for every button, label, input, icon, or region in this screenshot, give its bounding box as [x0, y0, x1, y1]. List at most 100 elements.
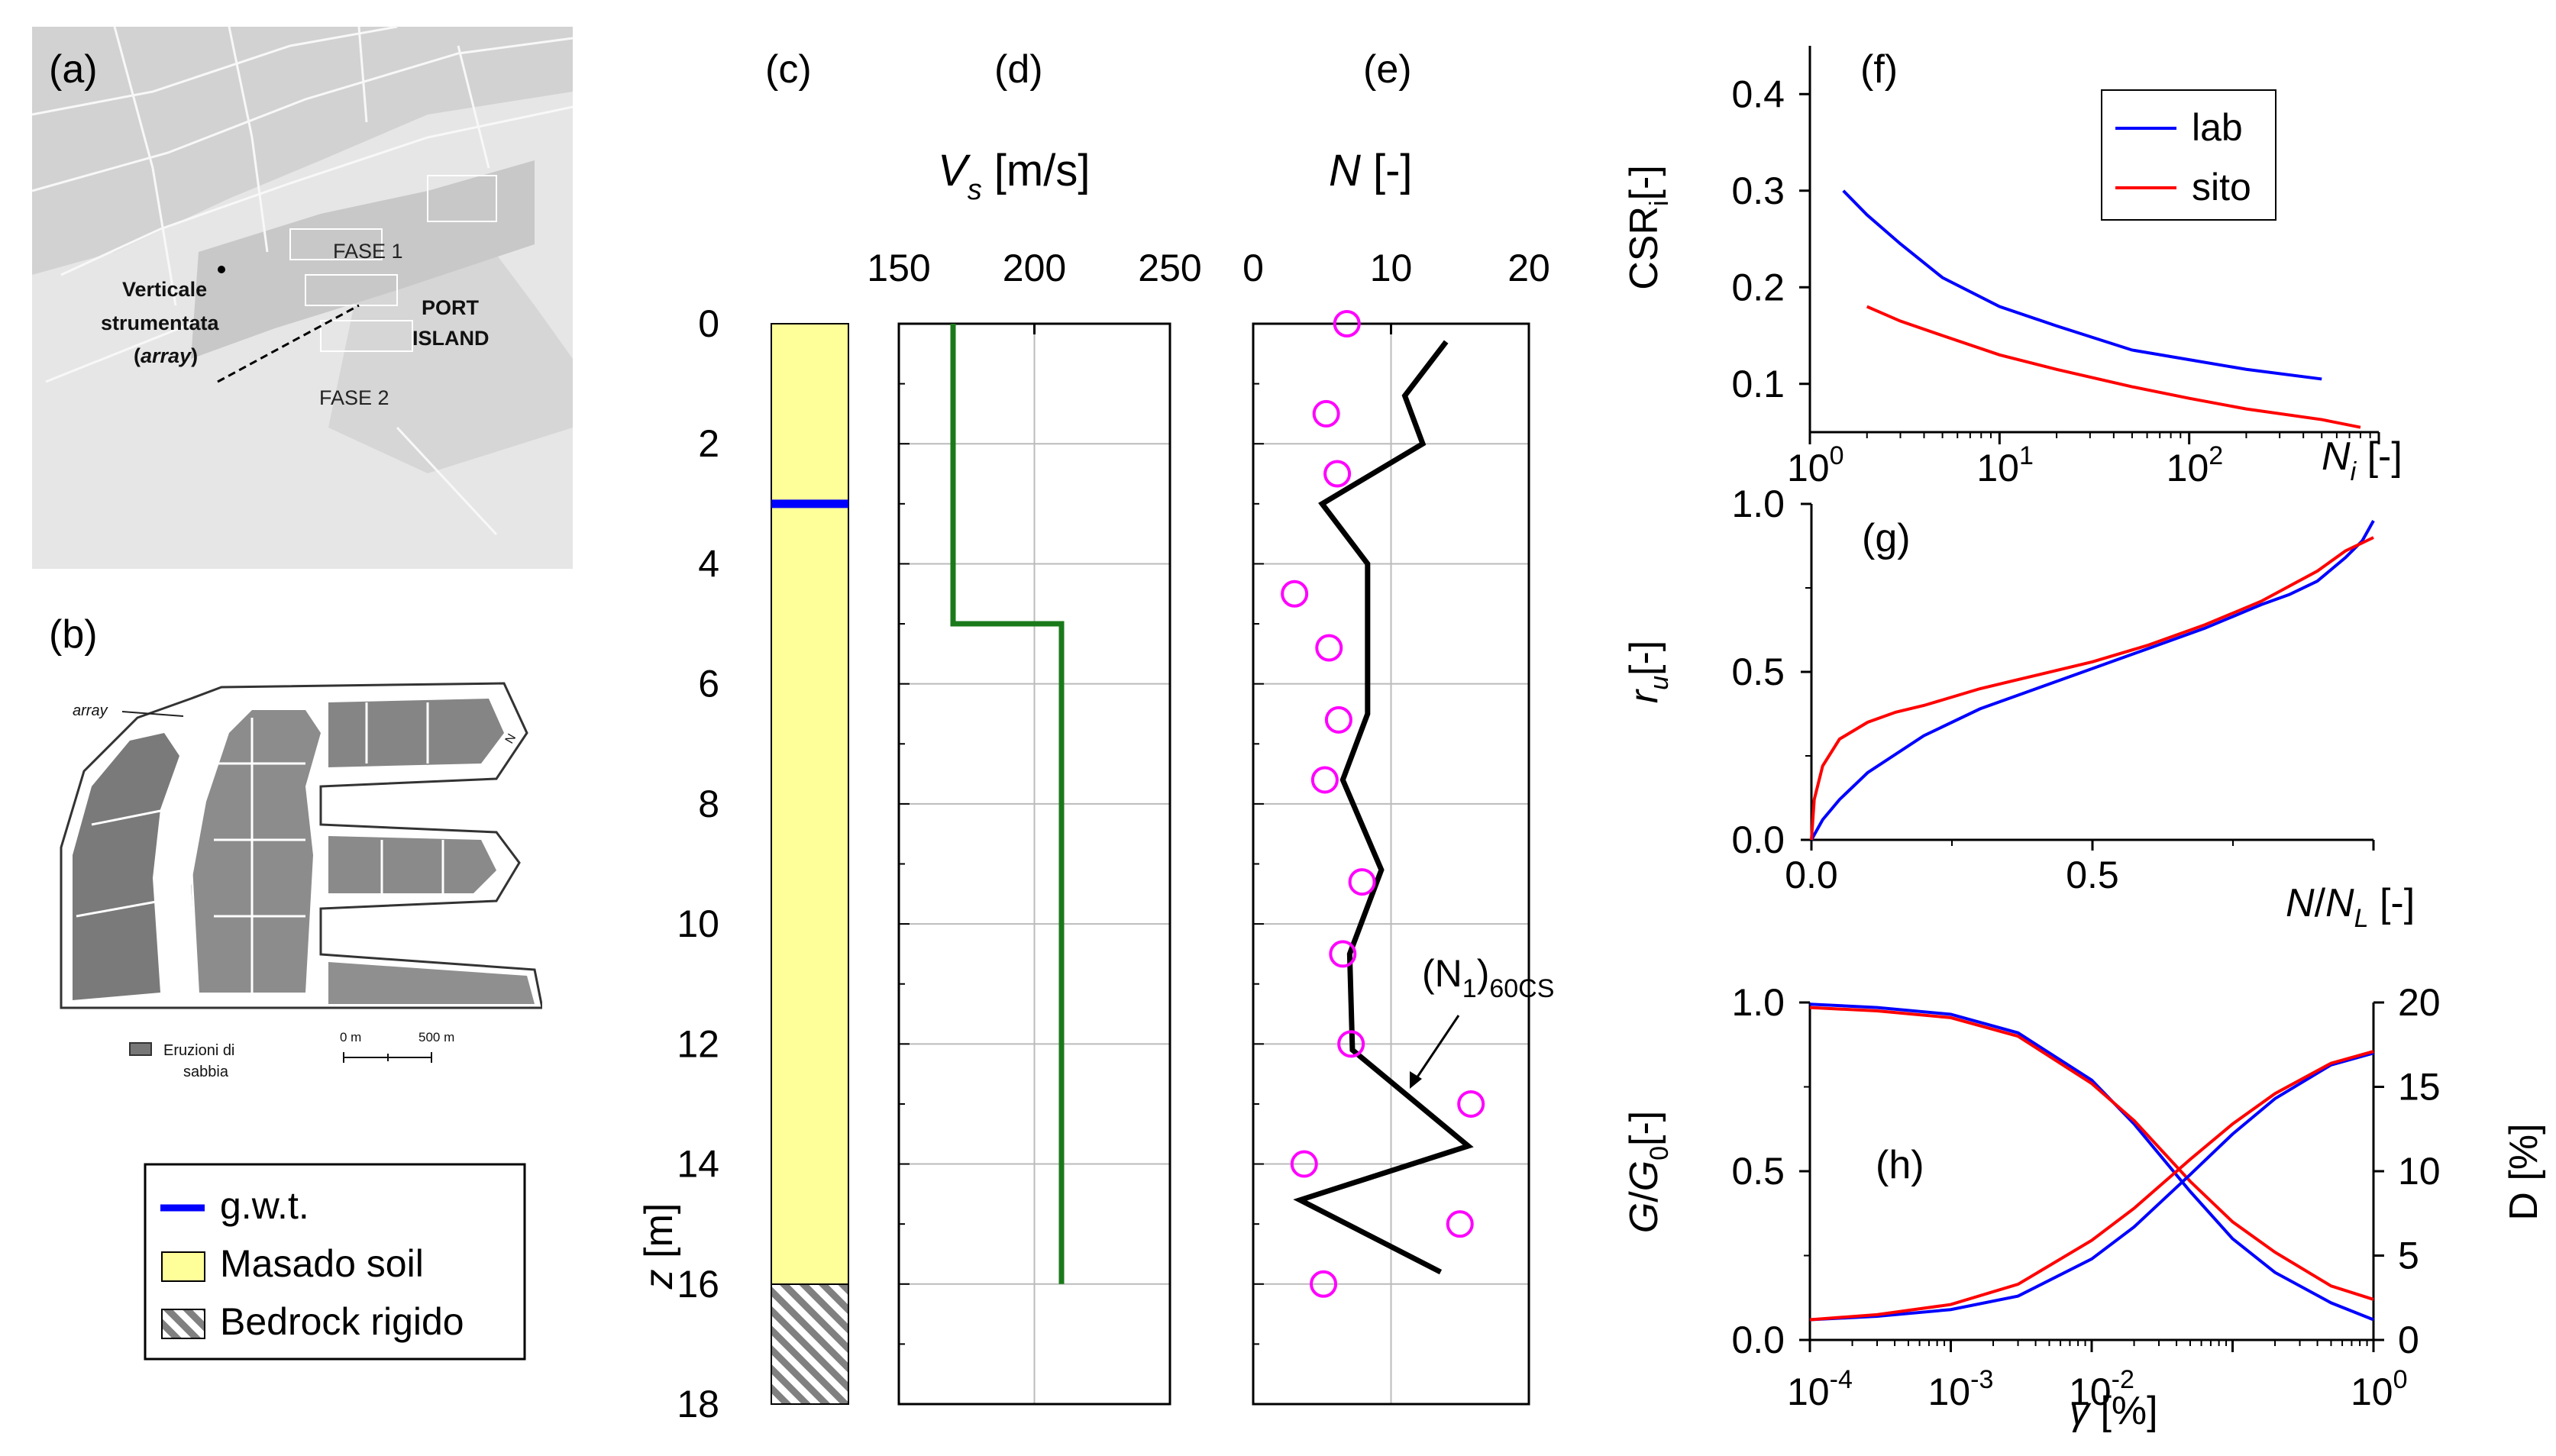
panel-g-y-label: ru[-] [1622, 641, 1674, 703]
soil-legend-masado-swatch [161, 1251, 205, 1282]
g-y-tick-label: 0.5 [1731, 651, 1785, 693]
panel-c-y-ticks: 0 2 4 6 8 10 12 14 16 18 [677, 302, 719, 1425]
n-spt-point [1329, 940, 1357, 968]
h-x-tick-label: 10-2 [2069, 1365, 2134, 1413]
panel-f-x-label: Ni [-] [2322, 434, 2403, 486]
e-x-tick-label: 20 [1507, 247, 1550, 289]
panel-e-n-profile: (e) N [-] 0 10 20 (N1)60CS [1242, 47, 1554, 1406]
map-a-port-island-1: PORT [422, 296, 480, 319]
h-y-tick-label: 1.0 [1731, 981, 1785, 1024]
panel-f-csr: (f) 0.1 0.2 0.3 0.4 100 101 102 CSRi[-] Ni [-… [1622, 46, 2403, 489]
panel-h-x-ticks: 10-4 10-3 10-2 100 [1787, 1340, 2408, 1413]
panel-f-series [1842, 189, 2361, 429]
panel-h-x-label: γ [%] [2070, 1389, 2158, 1433]
map-a-array-location [218, 266, 225, 273]
n160cs-annotation-arrowhead [1410, 1071, 1422, 1089]
g-series-lab [1810, 520, 2375, 841]
h-x-tick-label: 10-3 [1928, 1365, 1994, 1413]
panel-label-b: (b) [49, 612, 98, 657]
c-y-tick-label: 18 [677, 1383, 719, 1425]
n-spt-point [1333, 310, 1361, 337]
panel-b-map: (b) array N [49, 612, 542, 1080]
map-a-dashed-boundary [217, 304, 360, 383]
h-y2-tick-label: 10 [2398, 1150, 2441, 1193]
n-spt-point [1310, 1270, 1338, 1298]
g-y-tick-label: 0.0 [1731, 818, 1785, 861]
n-spt-points [1281, 310, 1485, 1298]
n-spt-point [1324, 705, 1352, 734]
map-a-fase2: FASE 2 [319, 386, 389, 409]
panel-h-y-ticks-left: 0.0 0.5 1.0 [1731, 981, 1810, 1361]
n160cs-annotation-arrow [1412, 1015, 1460, 1083]
panel-h-y-label-left: G/G0[-] [1622, 1111, 1674, 1234]
panel-g-y-ticks: 0.0 0.5 1.0 [1731, 483, 1811, 861]
legend-lab-label: lab [2192, 106, 2243, 149]
map-b-array-label: array [73, 702, 108, 719]
panel-c-soil-column: (c) 0 2 4 6 8 10 12 14 16 18 z [m] [637, 47, 849, 1425]
soil-legend-gwt-label: g.w.t. [220, 1184, 309, 1227]
soil-legend: g.w.t. Masado soil Bedrock rigido [144, 1163, 526, 1361]
map-b-sand-eruptions-center [191, 710, 321, 993]
c-y-tick-label: 16 [677, 1263, 719, 1306]
e-x-tick-label: 0 [1242, 247, 1264, 289]
panel-h-series [1809, 1002, 2374, 1322]
map-b-sand-eruptions-pier1 [328, 699, 504, 767]
f-y-tick-label: 0.3 [1731, 169, 1785, 212]
e-x-tick-label: 10 [1370, 247, 1413, 289]
h-series-g-g0-sito [1809, 1006, 2374, 1301]
map-b-streets [76, 702, 444, 1001]
h-series-d-lab [1809, 1051, 2374, 1322]
h-y2-tick-label: 15 [2398, 1066, 2441, 1109]
soil-legend-masado-label: Masado soil [220, 1242, 424, 1285]
soil-legend-bedrock-label: Bedrock rigido [220, 1300, 464, 1343]
panel-f-legend: lab sito [2101, 89, 2276, 221]
map-a-array-line3: (array) [134, 344, 198, 367]
f-x-tick-label: 100 [1787, 441, 1844, 489]
panel-d-y-ticks [899, 323, 910, 1405]
panel-label-f: (f) [1860, 47, 1898, 92]
panel-d-x-ticks: 150 200 250 [867, 247, 1202, 334]
f-y-tick-label: 0.1 [1731, 363, 1785, 405]
panel-label-e: (e) [1363, 47, 1412, 92]
f-x-tick-label: 101 [1976, 441, 2034, 489]
h-series-g-g0-lab [1809, 1002, 2374, 1322]
n-spt-point [1323, 460, 1352, 488]
panel-g-ru: (g) 0.0 0.5 1.0 0.0 0.5 ru[-] N/NL [-] [1622, 483, 2415, 933]
panel-e-grid [1253, 324, 1529, 1404]
map-a-piers [289, 175, 497, 352]
map-b-scale-500: 500 m [418, 1030, 454, 1044]
f-series-sito [1866, 305, 2361, 429]
panel-label-g: (g) [1862, 516, 1911, 560]
map-b-sand-eruptions-south [328, 962, 535, 1004]
panel-e-x-label: N [-] [1329, 146, 1413, 195]
h-y-tick-label: 0.5 [1731, 1150, 1785, 1193]
panel-h-y-ticks-right: 0 5 10 15 20 [2373, 981, 2441, 1361]
panel-label-c: (c) [765, 47, 812, 92]
map-b-sand-eruptions-west [73, 733, 179, 1000]
vs-profile-line [950, 324, 1065, 1284]
map-a-roads [31, 25, 574, 536]
panel-d-vs-profile: (d) Vs [m/s] 150 200 250 [867, 47, 1202, 1406]
panel-label-d: (d) [994, 47, 1043, 92]
d-x-tick-label: 250 [1138, 247, 1201, 289]
legend-sito-label: sito [2192, 166, 2251, 208]
g-series-sito [1810, 536, 2374, 841]
panel-f-y-ticks: 0.1 0.2 0.3 0.4 [1731, 73, 1810, 405]
f-y-tick-label: 0.2 [1731, 266, 1785, 308]
panel-d-grid [899, 324, 1170, 1404]
h-y2-tick-label: 20 [2398, 981, 2441, 1024]
n-spt-point [1446, 1210, 1474, 1238]
map-b-legend-eruzioni-2: sabbia [183, 1064, 229, 1080]
soil-legend-frame [144, 1163, 526, 1361]
n-spt-point [1315, 634, 1343, 662]
panel-h-y-label-right: D [%] [2502, 1123, 2546, 1220]
panel-e-y-ticks [1253, 323, 1264, 1405]
n-spt-point [1457, 1090, 1485, 1118]
g-x-tick-label: 0.5 [2066, 854, 2119, 896]
map-a-port-island-2: ISLAND [412, 327, 490, 350]
map-a-array-line2: strumentata [101, 312, 220, 334]
c-y-tick-label: 6 [698, 663, 719, 705]
f-y-tick-label: 0.4 [1731, 73, 1785, 115]
panel-f-y-label: CSRi[-] [1622, 165, 1674, 290]
